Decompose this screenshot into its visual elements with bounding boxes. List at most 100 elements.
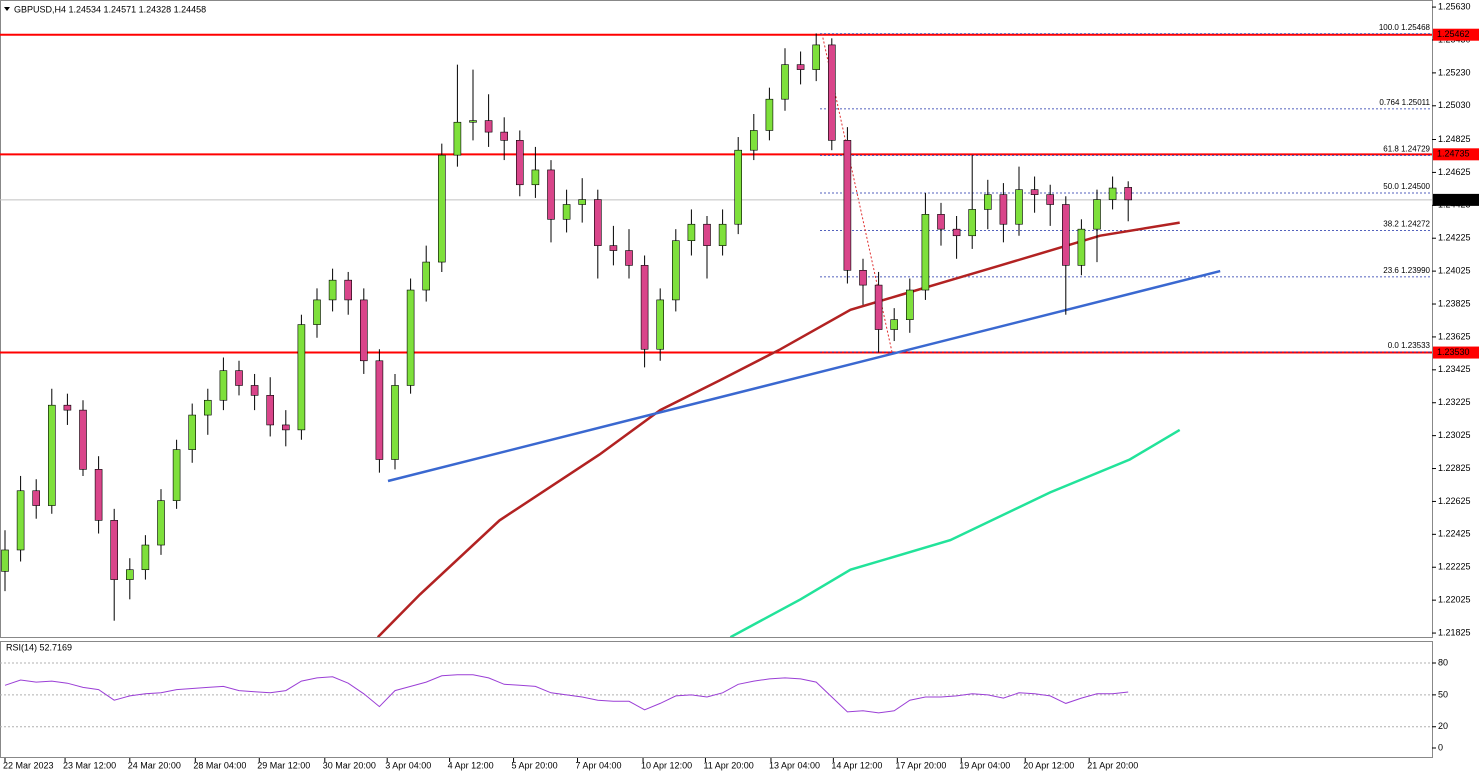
x-tick-label: 22 Mar 2023: [3, 760, 54, 770]
x-tick-label: 4 Apr 12:00: [448, 760, 494, 770]
y-tick-label: 1.23625: [1438, 331, 1471, 341]
rsi-tick-label: 20: [1438, 721, 1448, 731]
candle-body: [625, 250, 633, 266]
candle-body: [188, 414, 196, 450]
y-tick-label: 1.24825: [1438, 134, 1471, 144]
candle-body: [219, 370, 228, 401]
candle-body: [812, 44, 821, 70]
y-tick-label: 1.23825: [1438, 298, 1471, 308]
y-tick-label: 1.21825: [1438, 627, 1471, 637]
candle-body: [1, 549, 9, 572]
fib-label: 50.0 1.24500: [1383, 182, 1430, 191]
candle-body: [578, 199, 587, 205]
fib-label: 0.0 1.23533: [1388, 341, 1431, 350]
x-tick-label: 13 Apr 04:00: [769, 760, 820, 770]
candle-body: [781, 64, 789, 100]
x-tick-label: 20 Apr 12:00: [1023, 760, 1074, 770]
candle-body: [921, 214, 930, 291]
y-tick-label: 1.25030: [1438, 100, 1471, 110]
indicator-line: [387, 269, 1221, 483]
rsi-tick-label: 50: [1438, 689, 1448, 699]
y-tick-label: 1.24625: [1438, 167, 1471, 177]
candle-body: [593, 199, 602, 246]
candle-body: [422, 261, 431, 291]
candle-body: [843, 140, 852, 271]
level-tag: [1433, 148, 1479, 161]
candle-body: [391, 385, 399, 460]
x-tick-label: 10 Apr 12:00: [641, 760, 692, 770]
x-tick-label: 14 Apr 12:00: [831, 760, 882, 770]
fib-label: 23.6 1.23990: [1383, 266, 1430, 275]
x-tick-label: 23 Mar 12:00: [63, 760, 116, 770]
candle-body: [453, 121, 462, 156]
candle-body: [32, 490, 41, 506]
candle-body: [359, 299, 368, 362]
candle-body: [266, 395, 275, 426]
price-panel: [0, 0, 1433, 638]
menu-arrow[interactable]: [4, 7, 10, 11]
y-tick-label: 1.22025: [1438, 595, 1471, 605]
x-tick-label: 7 Apr 04:00: [576, 760, 622, 770]
y-tick-label: 1.23225: [1438, 397, 1471, 407]
x-tick-label: 11 Apr 20:00: [703, 760, 753, 770]
candle-body: [905, 289, 914, 320]
candle-body: [968, 209, 977, 237]
y-tick-label: 1.22625: [1438, 496, 1471, 506]
fib-label: 38.2 1.24272: [1383, 220, 1430, 229]
candle-body: [734, 149, 743, 225]
candle-body: [859, 269, 867, 286]
candle-body: [1046, 194, 1054, 205]
candle-body: [313, 299, 321, 325]
candle-body: [141, 544, 150, 571]
candle-body: [110, 520, 118, 580]
x-tick-label: 17 Apr 20:00: [895, 760, 946, 770]
candle-body: [437, 154, 446, 263]
candle-body: [1062, 204, 1070, 266]
candle-body: [328, 279, 337, 301]
price-tag-label: 1.24458: [1437, 194, 1470, 204]
candle-body: [375, 360, 384, 460]
y-tick-label: 1.25230: [1438, 67, 1471, 77]
indicator-line: [376, 221, 1180, 637]
candle-body: [204, 399, 212, 416]
level-tag-label: 1.25462: [1437, 29, 1470, 39]
level-tag: [1433, 346, 1479, 359]
candle-body: [515, 140, 524, 186]
candle-body: [937, 214, 945, 230]
x-tick-label: 24 Mar 20:00: [128, 760, 181, 770]
candle-body: [703, 223, 711, 246]
candle-body: [406, 289, 415, 386]
x-tick-label: 3 Apr 04:00: [385, 760, 431, 770]
chart-title: GBPUSD,H4 1.24534 1.24571 1.24328 1.2445…: [14, 4, 206, 14]
y-tick-label: 1.22425: [1438, 529, 1471, 539]
x-tick-label: 28 Mar 04:00: [193, 760, 246, 770]
candle-body: [344, 279, 353, 301]
rsi-line: [4, 674, 1129, 714]
candle-body: [952, 228, 961, 237]
level-tag-label: 1.24735: [1437, 149, 1470, 159]
candle-body: [531, 169, 540, 186]
y-tick-label: 1.22825: [1438, 463, 1471, 473]
y-tick-label: 1.23425: [1438, 364, 1471, 374]
candle-body: [235, 370, 243, 386]
x-tick-label: 5 Apr 20:00: [512, 760, 558, 770]
candle-body: [999, 194, 1008, 225]
candle-body: [1077, 228, 1086, 266]
candle-body: [157, 500, 165, 546]
candle-body: [827, 44, 836, 141]
candle-body: [63, 404, 72, 411]
candle-body: [172, 449, 181, 501]
candle-body: [1108, 187, 1117, 200]
candle-body: [687, 223, 696, 241]
candle-body: [47, 404, 56, 506]
candle-body: [16, 490, 25, 551]
candle-body: [1124, 187, 1132, 201]
candle-body: [749, 130, 758, 151]
candle-body: [983, 194, 992, 210]
x-tick-label: 19 Apr 04:00: [959, 760, 1010, 770]
candle-body: [562, 204, 571, 220]
candle-body: [94, 469, 103, 521]
y-tick-label: 1.22225: [1438, 562, 1471, 572]
